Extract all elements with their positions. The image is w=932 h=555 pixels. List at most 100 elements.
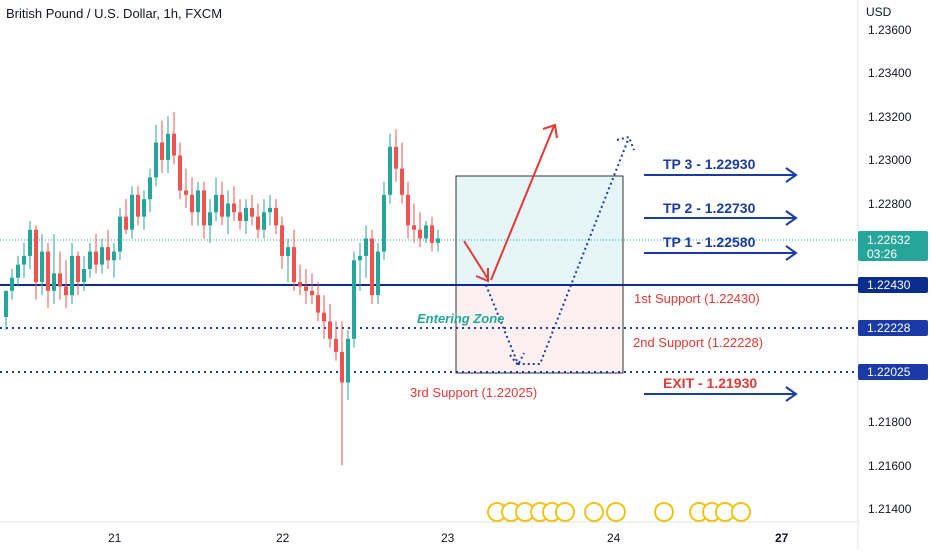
us-flag-icon[interactable] [584,502,604,522]
bar-countdown: 03:26 [867,247,897,261]
candle-body [376,251,380,296]
candle-body [34,229,38,283]
candle-body [250,207,254,217]
candle-body [76,255,80,283]
x-tick-labels: 21 22 23 24 27 [108,531,789,545]
arrow-right-icon [785,210,798,226]
support-label: 1st Support (1.22430) [634,291,760,306]
candle-body [406,194,410,226]
target-tp1[interactable]: TP 1 - 1.22580 [644,234,798,261]
candle-body [106,247,110,261]
candle-body [196,190,200,213]
candle-body [382,194,386,252]
arrow-right-icon [785,167,798,183]
level-badge-3[interactable]: 1.22025 [858,364,928,380]
candle-body [118,216,122,252]
candle-body [142,199,146,217]
currency-label: USD [866,5,892,19]
y-tick-labels: 1.23600 1.23400 1.23200 1.23000 1.22800 … [868,23,912,516]
candle-body [160,142,164,160]
target-tp2[interactable]: TP 2 - 1.22730 [644,200,798,226]
candle-body [184,190,188,195]
candle-body [100,247,104,265]
candle-body [226,203,230,217]
candle-body [310,290,314,296]
candle-body [340,351,344,383]
y-tick-label: 1.23400 [868,66,912,80]
us-flag-icon[interactable] [731,502,751,522]
badge-value: 1.22430 [867,278,911,292]
y-tick-label: 1.21400 [868,502,912,516]
candle-body [262,212,266,230]
candle-body [256,216,260,230]
candle-body [400,168,404,195]
y-tick-label: 1.23600 [868,23,912,37]
candle-body [388,146,392,195]
support-label: 2nd Support (1.22228) [633,335,763,350]
target-label: TP 2 - 1.22730 [663,200,756,216]
current-price-badge[interactable]: 1.22632 03:26 [858,231,928,261]
x-tick-label: 21 [108,531,122,545]
candle-body [424,225,428,239]
candle-body [148,177,152,200]
target-zone-box[interactable] [455,175,624,286]
candle-body [208,212,212,226]
y-tick-label: 1.21600 [868,459,912,473]
candle-body [88,251,92,269]
candle-body [52,273,56,291]
badge-bg [858,320,928,336]
candle-body [154,142,158,178]
candle-body [172,133,176,156]
candle-body [436,238,440,243]
candle-body [232,203,236,213]
candle-body [370,238,374,296]
candle-body [220,194,224,217]
candle-body [10,277,14,291]
arrow-head-icon [509,352,525,367]
event-flags[interactable] [487,502,751,522]
candle-body [130,194,134,230]
candle-body [316,295,320,313]
level-badge-1[interactable]: 1.22430 [858,277,928,293]
candle-body [214,194,218,213]
uk-flag-icon[interactable] [654,502,674,522]
y-tick-label: 1.23200 [868,110,912,124]
x-tick-label: 23 [441,531,455,545]
arrow-right-icon [785,386,798,402]
candle-body [136,194,140,217]
chart-title: British Pound / U.S. Dollar, 1h, FXCM [6,6,223,21]
support-label: 3rd Support (1.22025) [410,385,537,400]
projection-up-arrow [490,125,555,281]
y-tick-label: 1.21800 [868,415,912,429]
us-flag-icon[interactable] [555,502,575,522]
candle-body [22,255,26,265]
arrow-right-icon [785,245,798,261]
arrow-head-icon [542,123,558,139]
target-exit[interactable]: EXIT - 1.21930 [644,375,798,402]
target-label: TP 3 - 1.22930 [663,156,756,172]
arrow-head-icon [475,268,489,283]
candle-body [418,229,422,239]
target-tp3[interactable]: TP 3 - 1.22930 [644,156,798,183]
candle-body [334,338,338,352]
target-label: TP 1 - 1.22580 [663,234,756,250]
candle-body [412,225,416,230]
candle-body [28,229,32,256]
x-tick-label: 27 [775,531,789,545]
candle-body [274,207,278,226]
candle-body [4,290,8,317]
uk-flag-icon[interactable] [606,502,626,522]
candle-body [202,190,206,226]
entering-zone-label: Entering Zone [417,311,504,326]
projection-down-arrow [463,240,489,280]
candle-body [112,251,116,261]
candle-body [46,251,50,291]
candle-body [238,212,242,221]
candle-body [286,247,290,256]
x-tick-label: 22 [276,531,290,545]
candle-body [40,251,44,283]
candle-body [346,338,350,383]
level-badge-2[interactable]: 1.22228 [858,320,928,336]
